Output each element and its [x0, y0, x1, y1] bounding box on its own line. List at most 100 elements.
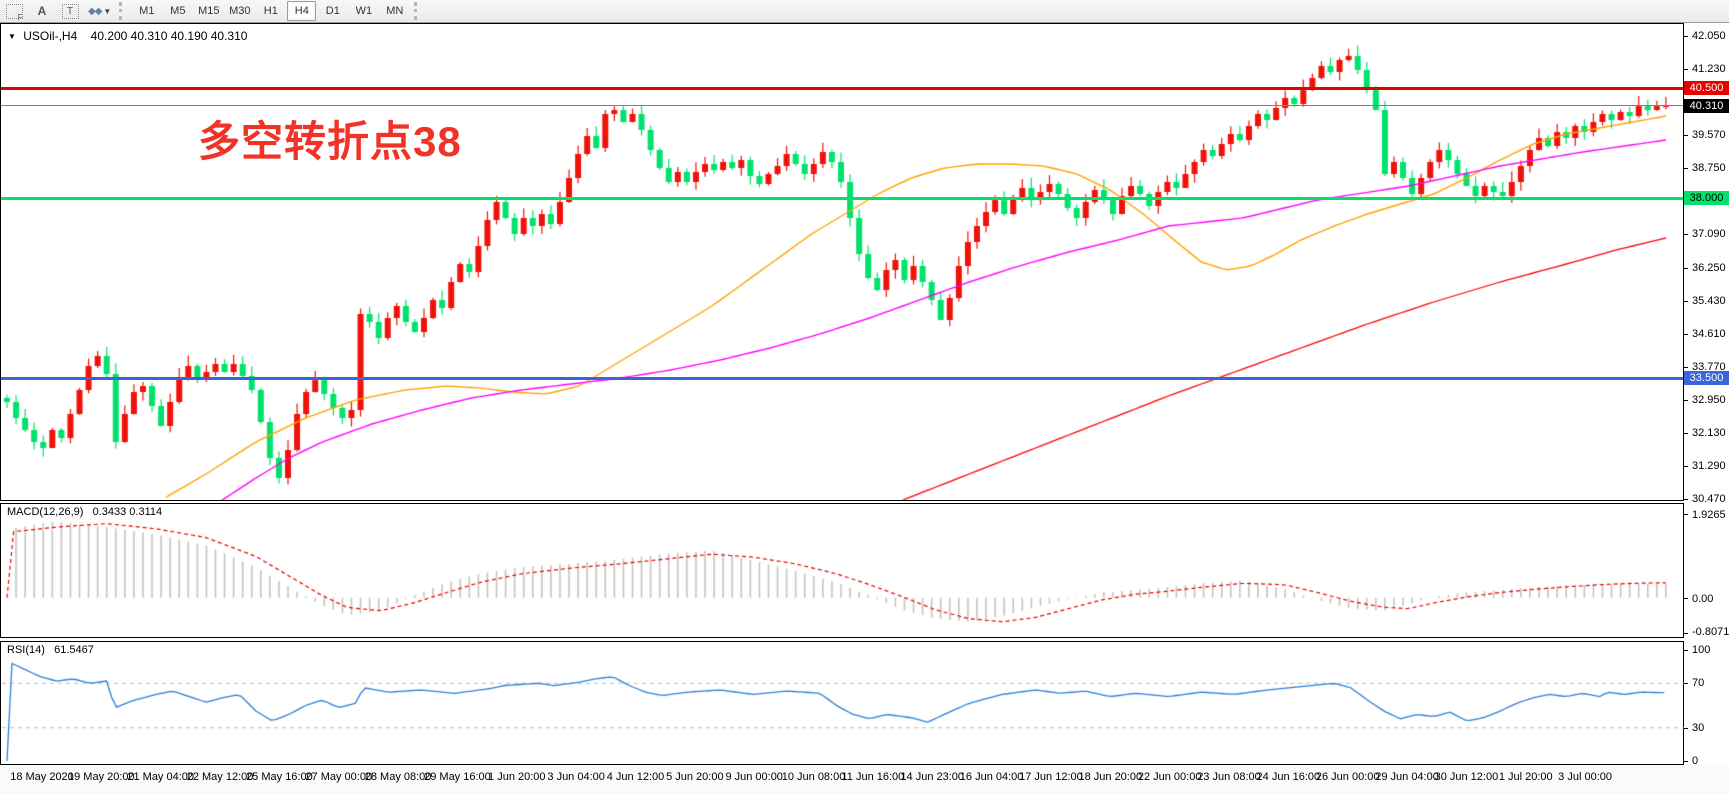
rsi-name: RSI(14) [7, 644, 45, 656]
time-axis-label: 30 Jun 12:00 [1434, 771, 1499, 783]
time-axis-label: 27 May 00:00 [305, 771, 373, 783]
fibo-grid-icon[interactable]: F [2, 2, 26, 22]
support-line-38000[interactable] [1, 196, 1683, 200]
ohlc-values: 40.200 40.310 40.190 40.310 [90, 29, 248, 43]
time-axis-label: 18 Jun 20:00 [1078, 771, 1143, 783]
macd-panel [0, 503, 1684, 638]
price-axis-tick [1684, 333, 1688, 335]
rsi-panel [0, 641, 1684, 765]
resistance-line-40500[interactable] [1, 86, 1683, 90]
time-axis-label: 22 Jun 00:00 [1137, 771, 1202, 783]
price-axis-label: 39.570 [1692, 129, 1726, 142]
time-axis-label: 26 Jun 00:00 [1315, 771, 1380, 783]
macd-axis-label: -0.8071 [1692, 626, 1729, 638]
macd-axis-tick [1684, 632, 1688, 634]
time-axis-label: 1 Jul 20:00 [1498, 771, 1553, 783]
price-axis-label: 32.130 [1692, 426, 1726, 439]
time-axis-label: 23 Jun 08:00 [1197, 771, 1261, 783]
rsi-axis-tick [1684, 761, 1688, 762]
macd-canvas[interactable] [2, 504, 1684, 637]
time-axis-label: 29 Jun 04:00 [1375, 771, 1439, 783]
main-chart-canvas[interactable] [2, 24, 1684, 500]
dropdown-chevron-icon[interactable]: ▼ [103, 6, 112, 16]
rsi-axis-label: 0 [1692, 755, 1699, 767]
top-toolbar: F A T ◆◆ ▼ M1 M5 M15 M30 H1 H4 D1 W1 MN [0, 0, 1729, 23]
support-line-33500[interactable] [1, 376, 1683, 380]
time-axis-label: 17 Jun 12:00 [1019, 771, 1083, 783]
time-axis-label: 5 Jun 20:00 [666, 771, 724, 783]
timeframe-button-mn[interactable]: MN [386, 5, 404, 17]
bid-price-line-price-box: 40.310 [1684, 98, 1729, 113]
time-axis-label: 11 Jun 16:00 [841, 771, 905, 783]
chart-title: ▼ USOil-,H4 40.200 40.310 40.190 40.310 [8, 29, 247, 43]
time-axis-label: 1 Jun 20:00 [488, 771, 546, 783]
toolbar-separator [119, 2, 127, 20]
price-axis-tick [1684, 432, 1688, 434]
rsi-canvas[interactable] [2, 642, 1684, 764]
text-box-icon[interactable]: T [58, 2, 82, 20]
price-axis-tick [1684, 367, 1688, 369]
time-axis-label: 24 Jun 16:00 [1256, 771, 1321, 783]
macd-axis-tick [1684, 597, 1688, 599]
price-axis-tick [1684, 268, 1688, 269]
time-axis-label: 21 May 04:00 [127, 771, 195, 783]
timeframe-button-h4[interactable]: H4 [287, 1, 317, 21]
rsi-axis-tick [1684, 727, 1688, 729]
macd-axis-label: 1.9265 [1692, 508, 1726, 521]
main-chart-panel [0, 23, 1684, 501]
timeframe-button-m1[interactable]: M1 [139, 5, 155, 17]
symbol-dropdown-icon[interactable]: ▼ [8, 32, 16, 41]
time-axis: 18 May 2020 19 May 20:00 21 May 04:00 22 Ma… [0, 765, 1729, 794]
arrows-tool-icon[interactable]: ◆◆ ▼ [88, 5, 112, 17]
time-axis-label: 25 May 16:00 [246, 771, 313, 783]
price-axis-label: 36.250 [1692, 262, 1726, 274]
time-axis-label: 28 May 08:00 [364, 771, 432, 783]
price-axis-tick [1684, 300, 1688, 302]
price-axis-tick [1684, 68, 1688, 70]
time-axis-label: 14 Jun 23:00 [900, 771, 965, 783]
toolbar-separator [414, 2, 422, 20]
time-axis-label: 3 Jun 04:00 [547, 771, 605, 783]
time-axis-label: 9 Jun 00:00 [725, 771, 783, 783]
price-axis-tick [1684, 234, 1688, 236]
price-axis-label: 34.610 [1692, 327, 1726, 340]
rsi-axis-label: 70 [1692, 677, 1705, 690]
price-axis-label: 30.470 [1692, 493, 1726, 506]
rsi-axis-label: 100 [1692, 644, 1711, 656]
price-axis-label: 42.050 [1692, 30, 1726, 42]
time-axis-label: 10 Jun 08:00 [781, 771, 846, 783]
chart-annotation-text[interactable]: 多空转折点38 [198, 118, 462, 165]
price-axis-tick [1684, 400, 1688, 401]
timeframe-button-w1[interactable]: W1 [355, 5, 373, 17]
price-axis-label: 32.950 [1692, 394, 1726, 406]
rsi-label: RSI(14) 61.5467 [7, 644, 94, 656]
price-axis-label: 33.770 [1692, 361, 1726, 374]
time-axis-label: 16 Jun 04:00 [959, 771, 1024, 783]
rsi-axis-tick [1684, 650, 1688, 651]
timeframe-button-m30[interactable]: M30 [229, 5, 251, 17]
rsi-axis-label: 30 [1692, 721, 1705, 734]
rsi-axis-tick [1684, 683, 1688, 685]
price-axis-tick [1684, 135, 1688, 137]
timeframe-button-m15[interactable]: M15 [198, 5, 220, 17]
timeframe-button-h1[interactable]: H1 [263, 5, 278, 17]
price-axis-label: 41.230 [1692, 62, 1726, 75]
symbol-label: USOil-,H4 [23, 29, 78, 43]
resistance-line-40500-price-box: 40.500 [1684, 81, 1729, 95]
time-axis-label: 22 May 12:00 [186, 771, 254, 783]
price-axis-label: 35.430 [1692, 294, 1726, 307]
support-line-33500-price-box: 33.500 [1684, 371, 1729, 385]
support-line-38000-price-box: 38.000 [1684, 191, 1729, 205]
price-axis-tick [1684, 466, 1688, 468]
macd-axis-tick [1684, 513, 1688, 515]
timeframe-button-m5[interactable]: M5 [170, 5, 186, 17]
time-axis-label: 18 May 2020 [10, 771, 74, 783]
time-axis-label: 4 Jun 12:00 [606, 771, 665, 783]
price-axis-tick [1684, 168, 1688, 169]
bid-price-line[interactable] [1, 105, 1683, 107]
text-label-icon[interactable]: A [37, 4, 47, 18]
price-axis-tick [1684, 36, 1688, 37]
timeframe-button-d1[interactable]: D1 [325, 5, 340, 17]
time-axis-label: 3 Jul 00:00 [1558, 771, 1613, 783]
